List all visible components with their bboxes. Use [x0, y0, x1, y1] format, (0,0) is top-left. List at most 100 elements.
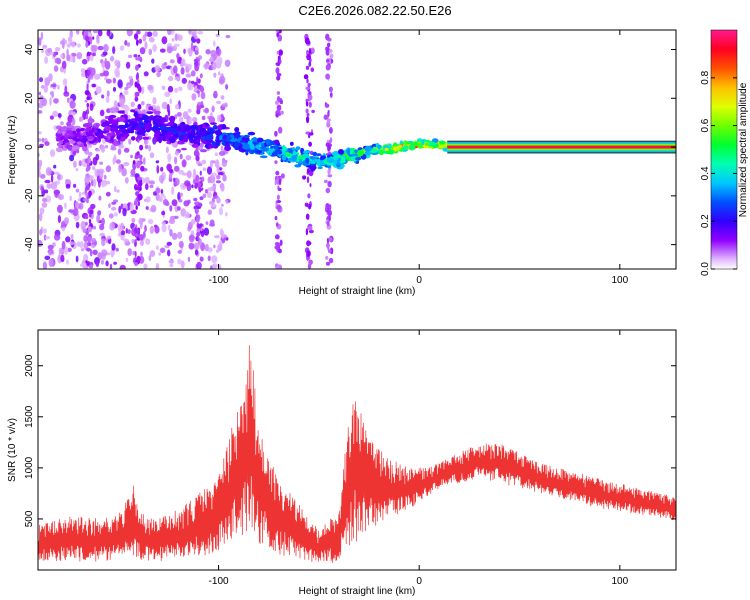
ridge-blob — [336, 159, 342, 165]
ridge-blob — [421, 139, 425, 146]
noise-blob — [167, 109, 171, 117]
ridge-blob — [273, 139, 280, 145]
noise-blob — [113, 212, 118, 217]
ridge-blob — [86, 136, 95, 140]
ridge-blob — [159, 133, 166, 137]
noise-blob — [216, 114, 222, 122]
ridge-blob — [377, 144, 382, 149]
noise-blob — [106, 30, 111, 37]
noise-blob — [205, 49, 211, 55]
noise-blob — [225, 212, 228, 217]
noise-blob — [54, 189, 59, 198]
noise-blob — [118, 144, 125, 149]
noise-blob — [324, 103, 330, 108]
noise-blob — [171, 38, 175, 42]
noise-blob — [168, 218, 176, 225]
noise-blob — [38, 239, 43, 248]
noise-blob — [225, 84, 229, 90]
noise-blob — [62, 78, 68, 86]
noise-blob — [113, 141, 120, 147]
x-tick-label: 0 — [416, 275, 422, 286]
noise-blob — [305, 98, 309, 102]
noise-blob — [40, 85, 45, 89]
noise-blob — [199, 85, 204, 93]
noise-blob — [52, 51, 57, 58]
snr-x-label: Height of straight line (km) — [299, 586, 416, 597]
noise-blob — [197, 163, 203, 167]
noise-blob — [75, 255, 79, 263]
noise-blob — [61, 240, 66, 250]
noise-blob — [327, 169, 331, 175]
noise-blob — [325, 255, 329, 260]
noise-blob — [109, 55, 115, 62]
noise-blob — [174, 87, 179, 93]
snr-y-ticks: 500 1000 1500 2000 — [24, 354, 676, 527]
noise-blob — [186, 170, 192, 179]
noise-blob — [210, 160, 213, 169]
noise-blob — [279, 99, 284, 105]
noise-blob — [202, 193, 207, 199]
noise-blob — [64, 246, 69, 255]
noise-blob — [85, 191, 88, 198]
noise-blob — [307, 82, 311, 87]
noise-blob — [100, 259, 105, 265]
noise-blob — [85, 231, 89, 236]
noise-blob — [89, 213, 92, 218]
noise-blob — [302, 175, 307, 180]
noise-blob — [199, 73, 203, 79]
noise-blob — [53, 98, 59, 104]
noise-blob — [73, 183, 77, 188]
noise-blob — [129, 202, 134, 212]
noise-blob — [117, 148, 122, 155]
noise-blob — [38, 131, 42, 135]
noise-blob — [166, 241, 172, 246]
noise-blob — [39, 77, 43, 83]
ridge-blob — [364, 151, 371, 156]
noise-blob — [200, 91, 206, 100]
noise-blob — [88, 157, 91, 164]
noise-blob — [275, 30, 280, 33]
ridge-blob — [305, 157, 310, 164]
noise-blob — [306, 168, 310, 174]
noise-blob — [145, 196, 151, 203]
noise-blob — [141, 86, 145, 95]
noise-blob — [328, 86, 333, 93]
noise-blob — [190, 70, 196, 77]
noise-blob — [211, 62, 217, 70]
noise-blob — [193, 149, 199, 157]
colorbar-gradient — [710, 29, 738, 270]
noise-blob — [136, 30, 141, 35]
noise-blob — [185, 155, 192, 161]
noise-blob — [39, 143, 45, 147]
noise-blob — [221, 159, 228, 167]
noise-blob — [150, 204, 157, 213]
noise-blob — [116, 189, 120, 193]
ridge-blob — [107, 135, 111, 141]
noise-blob — [112, 77, 116, 84]
noise-blob — [134, 33, 139, 40]
noise-blob — [159, 48, 166, 53]
noise-blob — [224, 59, 231, 67]
noise-blob — [134, 239, 137, 243]
noise-blob — [275, 265, 280, 269]
ridge-blob — [116, 130, 121, 137]
noise-blob — [84, 99, 88, 103]
ridge-blob — [315, 153, 322, 157]
noise-blob — [89, 249, 93, 257]
noise-blob — [274, 234, 280, 240]
noise-blob — [327, 118, 331, 122]
noise-blob — [50, 83, 57, 88]
noise-blob — [118, 205, 122, 214]
ridge-blob — [106, 121, 113, 124]
noise-blob — [278, 112, 281, 116]
noise-blob — [325, 33, 330, 41]
ridge-blob — [104, 126, 111, 131]
ridge-blob — [177, 140, 184, 145]
noise-blob — [39, 207, 45, 215]
ridge-blob — [76, 128, 81, 133]
noise-blob — [222, 174, 227, 182]
noise-blob — [57, 113, 62, 118]
noise-blob — [276, 200, 282, 203]
snr-marks — [38, 345, 676, 564]
ridge-blob — [444, 142, 449, 147]
